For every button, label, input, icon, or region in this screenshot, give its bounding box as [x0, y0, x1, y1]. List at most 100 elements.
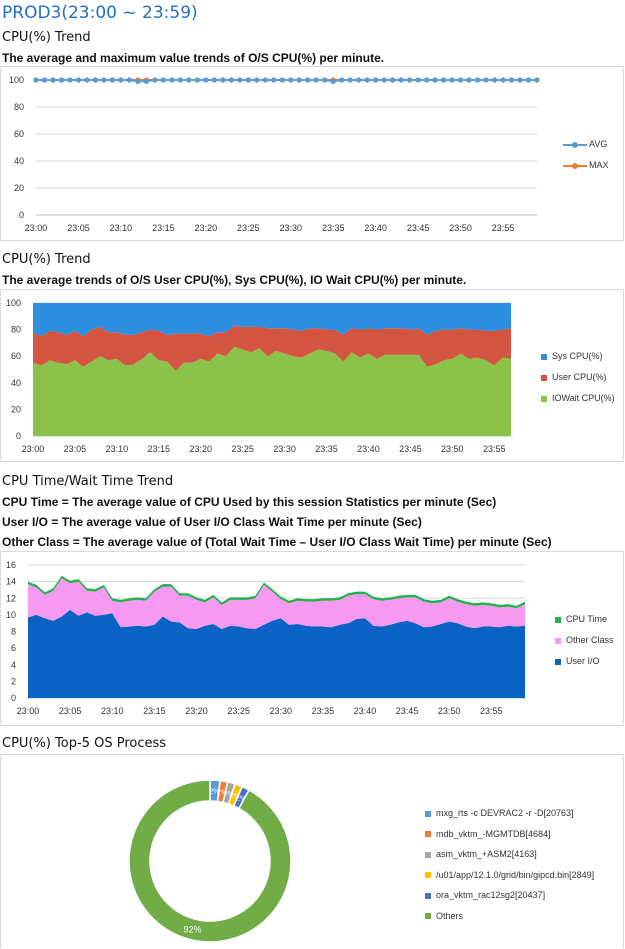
x-tick-label: 23:50	[449, 223, 472, 233]
donut-data-label: 2%	[230, 793, 240, 800]
legend-label: Other Class	[566, 635, 614, 645]
legend-item-process-5: ora_vktm_rac12sg2[20437]	[425, 885, 594, 906]
data-point-avg	[152, 77, 158, 83]
section-title-top5-process: CPU(%) Top-5 OS Process	[2, 736, 167, 751]
x-tick-label: 23:50	[441, 444, 464, 454]
legend-item-sys-cpu: Sys CPU(%)	[541, 346, 615, 367]
y-tick-label: 0	[16, 431, 21, 441]
x-tick-label: 23:30	[269, 706, 292, 716]
legend-label: /u01/app/12.1.0/grid/bin/gipcd.bin[2849]	[436, 869, 595, 880]
data-point-avg	[169, 77, 175, 83]
legend-swatch	[555, 658, 561, 665]
legend-item-others: Others	[425, 906, 594, 927]
y-tick-label: 20	[11, 404, 21, 414]
legend-label: Others	[436, 910, 464, 921]
legend-line-marker	[563, 162, 587, 169]
data-point-avg	[381, 77, 387, 83]
chart-panel-cpu-breakdown: 0 20 40 60 80 100 23:00 23:05 23:10 23:15 23:20 23:…	[0, 289, 624, 462]
data-point-avg	[135, 78, 141, 84]
y-tick-label: 100	[9, 75, 24, 85]
y-tick-label: 0	[19, 210, 24, 220]
area-series-user-i-o	[28, 609, 525, 698]
data-point-avg	[92, 77, 99, 83]
data-point-avg	[186, 77, 192, 83]
data-point-avg	[339, 77, 345, 83]
data-point-avg	[109, 77, 116, 83]
data-point-avg	[118, 77, 124, 83]
x-tick-label: 23:00	[17, 706, 40, 716]
legend-label: mxg_rts -c DEVRAC2 -r -D[20763]	[436, 808, 574, 818]
legend-item-process-2: mdb_vktm_-MGMTDB[4684]	[425, 824, 594, 845]
data-point-avg	[373, 77, 379, 83]
data-point-avg	[126, 77, 133, 83]
data-point-avg	[474, 77, 481, 83]
legend-label: User CPU(%)	[552, 372, 607, 382]
y-tick-label: 8	[11, 627, 16, 637]
x-tick-label: 23:40	[354, 706, 377, 716]
data-point-avg	[364, 77, 370, 83]
x-tick-label: 23:10	[110, 223, 133, 233]
x-tick-label: 23:15	[148, 444, 171, 454]
x-tick-label: 23:25	[231, 444, 254, 454]
data-point-avg	[424, 77, 430, 83]
data-point-avg	[245, 77, 251, 83]
donut-slice-6	[128, 779, 292, 943]
x-tick-label: 23:55	[480, 706, 503, 716]
section-description-other-class: Other Class = The average value of (Tota…	[2, 535, 552, 549]
x-tick-label: 23:50	[438, 706, 461, 716]
section-title-cpu-trend: CPU(%) Trend	[2, 30, 91, 45]
x-tick-label: 23:30	[279, 223, 302, 233]
data-point-avg	[517, 77, 523, 83]
data-point-avg	[483, 77, 489, 83]
legend-item-max: MAX	[563, 155, 609, 176]
y-tick-label: 60	[11, 351, 21, 361]
data-point-avg	[75, 77, 82, 83]
y-tick-label: 100	[6, 298, 21, 308]
chart-panel-cpu-wait: 0 2 4 6 8 10 12 14 16 23:00 23:05 23:10 23:15 23:20 23…	[0, 551, 624, 726]
legend-swatch	[425, 831, 431, 838]
legend-swatch	[425, 872, 431, 879]
data-point-avg	[194, 77, 200, 83]
y-tick-label: 40	[14, 156, 24, 166]
data-point-avg	[177, 77, 183, 83]
chart-legend: Sys CPU(%) User CPU(%) IOWait CPU(%)	[541, 346, 615, 409]
data-point-avg	[41, 77, 48, 83]
x-tick-label: 23:40	[364, 223, 387, 233]
data-point-avg	[313, 77, 319, 83]
legend-label: IOWait CPU(%)	[552, 393, 615, 403]
legend-item-iowait-cpu: IOWait CPU(%)	[541, 388, 615, 409]
chart-panel-cpu-avg-max: 0 20 40 60 80 100 23:00 23:05 23:10 23:15 23:20 23:…	[0, 66, 624, 241]
chart-legend: AVG MAX	[563, 134, 609, 176]
legend-label: CPU Time	[566, 614, 608, 624]
x-tick-label: 23:20	[195, 223, 218, 233]
x-tick-label: 23:05	[64, 444, 87, 454]
legend-item-other-class: Other Class	[555, 630, 614, 651]
y-tick-label: 60	[14, 129, 24, 139]
data-point-avg	[220, 77, 226, 83]
x-tick-label: 23:55	[492, 223, 515, 233]
data-point-avg	[432, 77, 438, 83]
data-point-avg	[271, 77, 277, 83]
donut-data-label: 2%	[217, 790, 227, 797]
x-tick-label: 23:15	[152, 223, 175, 233]
data-point-avg	[33, 77, 39, 83]
data-point-avg	[330, 78, 336, 84]
x-tick-label: 23:35	[315, 444, 338, 454]
donut-data-label: 2%	[224, 791, 234, 798]
legend-item-process-4: /u01/app/12.1.0/grid/bin/gipcd.bin[2849]	[425, 865, 594, 886]
legend-swatch	[425, 892, 431, 899]
data-point-avg	[305, 77, 311, 83]
data-point-avg	[84, 77, 90, 83]
data-point-avg	[58, 77, 65, 83]
area-series-other-class	[28, 578, 525, 629]
data-point-avg	[398, 77, 404, 83]
legend-label: AVG	[589, 139, 608, 149]
legend-item-user-cpu: User CPU(%)	[541, 367, 615, 388]
legend-label: asm_vktm_+ASM2[4163]	[436, 849, 537, 859]
x-tick-label: 23:45	[396, 706, 419, 716]
section-description-cpu-breakdown: The average trends of O/S User CPU(%), S…	[2, 273, 467, 287]
data-point-avg	[466, 77, 472, 83]
data-point-avg	[491, 77, 498, 83]
y-tick-label: 14	[6, 577, 16, 587]
legend-item-process-1: mxg_rts -c DEVRAC2 -r -D[20763]	[425, 803, 594, 824]
